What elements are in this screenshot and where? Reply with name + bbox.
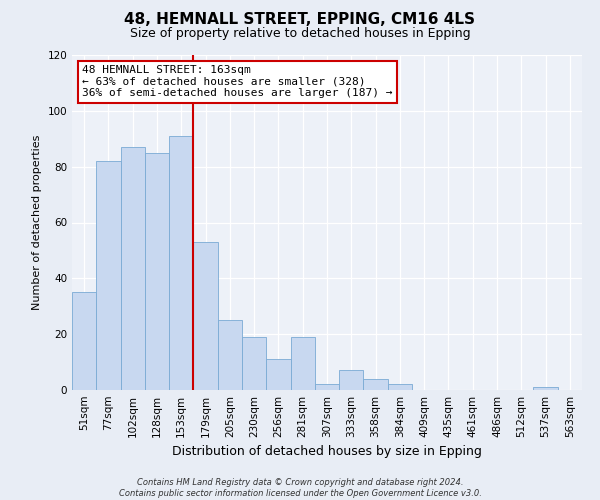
Y-axis label: Number of detached properties: Number of detached properties — [32, 135, 42, 310]
Bar — [169, 136, 193, 390]
Bar — [315, 384, 339, 390]
Text: 48, HEMNALL STREET, EPPING, CM16 4LS: 48, HEMNALL STREET, EPPING, CM16 4LS — [125, 12, 476, 28]
Bar — [193, 242, 218, 390]
Bar — [121, 147, 145, 390]
Bar — [339, 370, 364, 390]
Bar — [242, 337, 266, 390]
Bar — [364, 379, 388, 390]
Text: Contains HM Land Registry data © Crown copyright and database right 2024.
Contai: Contains HM Land Registry data © Crown c… — [119, 478, 481, 498]
Bar — [218, 320, 242, 390]
Bar — [290, 337, 315, 390]
Bar — [388, 384, 412, 390]
Text: Size of property relative to detached houses in Epping: Size of property relative to detached ho… — [130, 28, 470, 40]
Text: 48 HEMNALL STREET: 163sqm
← 63% of detached houses are smaller (328)
36% of semi: 48 HEMNALL STREET: 163sqm ← 63% of detac… — [82, 65, 392, 98]
Bar — [72, 292, 96, 390]
Bar — [145, 152, 169, 390]
X-axis label: Distribution of detached houses by size in Epping: Distribution of detached houses by size … — [172, 446, 482, 458]
Bar — [533, 387, 558, 390]
Bar — [266, 360, 290, 390]
Bar — [96, 161, 121, 390]
